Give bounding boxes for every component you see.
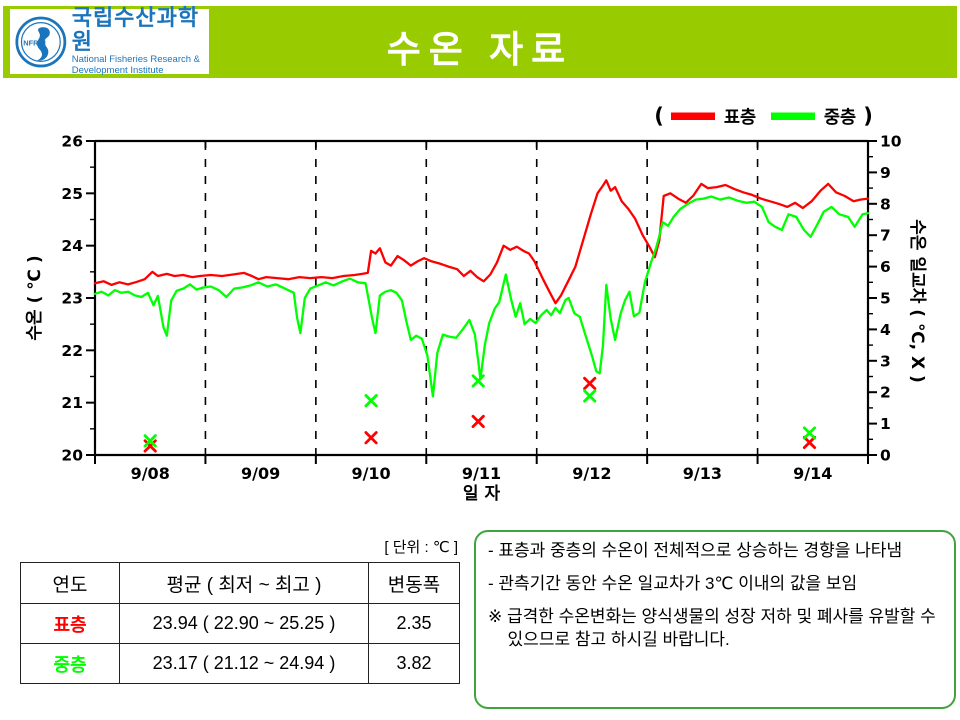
- surface-range-marker: [802, 435, 817, 450]
- middle-series-line: [93, 195, 870, 398]
- middle-range-marker: [143, 434, 157, 448]
- note-line-3: ※ 급격한 수온변화는 양식생물의 성장 저하 및 폐사를 유발할 수 있으므로…: [488, 606, 936, 649]
- table-row-middle-range: 3.82: [368, 643, 460, 684]
- institute-name-en-line1: National Fisheries Research &: [71, 53, 201, 65]
- institute-name-kr: 국립수산과학원: [71, 5, 200, 54]
- svg-text:20: 20: [61, 447, 83, 465]
- svg-text:9/08: 9/08: [131, 464, 170, 483]
- svg-text:21: 21: [61, 394, 83, 412]
- daily-range-markers: [143, 374, 817, 453]
- table-unit-label: [ 단위 : ℃ ]: [384, 539, 458, 556]
- institute-logo: NFRDI 국립수산과학원 National Fisheries Researc…: [10, 6, 209, 76]
- svg-text:26: 26: [61, 133, 83, 151]
- table-row-surface: 표층 23.94 ( 22.90 ~ 25.25 ) 2.35: [20, 603, 460, 644]
- surface-series-line: [93, 179, 870, 305]
- note-line-2: - 관측기간 동안 수온 일교차가 3℃ 이내의 값을 보임: [488, 573, 858, 593]
- table-row-surface-range: 2.35: [368, 603, 460, 644]
- stats-table: 연도 평균 ( 최저 ~ 최고 ) 변동폭 표층 23.94 ( 22.90 ~…: [20, 562, 460, 684]
- col-header-layer: 연도: [20, 562, 120, 604]
- svg-text:24: 24: [61, 237, 83, 255]
- col-header-fluctuation: 변동폭: [368, 562, 460, 604]
- svg-text:수온 일교차 ( ℃, X ): 수온 일교차 ( ℃, X ): [907, 219, 927, 382]
- svg-text:22: 22: [61, 342, 83, 360]
- svg-text:8: 8: [880, 195, 891, 213]
- svg-text:표층: 표층: [724, 108, 756, 128]
- svg-text:9/13: 9/13: [683, 464, 722, 483]
- header-banner: NFRDI 국립수산과학원 National Fisheries Researc…: [3, 6, 957, 78]
- middle-range-marker: [364, 394, 378, 408]
- surface-range-marker: [471, 414, 485, 429]
- svg-text:23: 23: [61, 290, 83, 308]
- institute-name-en-line2: Development Institute: [71, 64, 164, 76]
- series-lines: [93, 179, 870, 398]
- table-row-middle-stats: 23.17 ( 21.12 ~ 24.94 ): [119, 643, 369, 684]
- svg-text:2: 2: [880, 384, 891, 402]
- svg-text:4: 4: [880, 321, 891, 339]
- note-line-1: - 표층과 중층의 수온이 전체적으로 상승하는 경향을 나타냄: [488, 541, 903, 560]
- notes-box: - 표층과 중층의 수온이 전체적으로 상승하는 경향을 나타냄 - 관측기간 …: [474, 530, 956, 709]
- svg-text:일 자: 일 자: [463, 484, 501, 504]
- svg-text:0: 0: [880, 447, 891, 465]
- page-title: 수온 자료: [386, 29, 574, 70]
- svg-text:(: (: [654, 104, 664, 128]
- svg-text:중층: 중층: [824, 108, 856, 128]
- nfrdi-seal-icon: NFRDI: [15, 16, 67, 67]
- col-header-average: 평균 ( 최저 ~ 최고 ): [119, 562, 369, 604]
- surface-range-marker: [583, 376, 597, 391]
- table-row-middle: 중층 23.17 ( 21.12 ~ 24.94 ) 3.82: [20, 643, 460, 684]
- middle-range-marker: [802, 426, 817, 440]
- svg-text:9/11: 9/11: [462, 464, 501, 483]
- svg-text:수온 ( ℃ ): 수온 ( ℃ ): [25, 255, 45, 340]
- table-row-surface-name: 표층: [20, 603, 120, 644]
- svg-text:5: 5: [880, 290, 891, 308]
- table-row-middle-name: 중층: [20, 643, 120, 684]
- svg-text:): ): [863, 104, 873, 128]
- chart-legend: ( 표층 중층): [654, 104, 873, 128]
- svg-text:9/14: 9/14: [793, 464, 832, 483]
- table-header-row: 연도 평균 ( 최저 ~ 최고 ) 변동폭: [20, 562, 460, 604]
- axes: [86, 139, 877, 464]
- surface-range-marker: [364, 431, 378, 445]
- svg-text:1: 1: [880, 415, 891, 433]
- middle-range-marker: [471, 374, 485, 388]
- svg-text:3: 3: [880, 352, 891, 370]
- svg-text:7: 7: [880, 227, 891, 245]
- seahorse-icon: [37, 26, 50, 61]
- svg-text:9: 9: [880, 164, 891, 182]
- svg-text:10: 10: [880, 133, 902, 151]
- svg-text:9/10: 9/10: [351, 464, 390, 483]
- day-gridlines: [204, 142, 759, 454]
- svg-text:25: 25: [61, 185, 83, 203]
- middle-range-marker: [583, 389, 597, 403]
- svg-text:9/12: 9/12: [572, 464, 611, 483]
- institute-name-en: National Fisheries Research & Developmen…: [71, 53, 209, 77]
- seal-text: NFRDI: [23, 38, 46, 47]
- table-row-surface-stats: 23.94 ( 22.90 ~ 25.25 ): [119, 603, 369, 644]
- svg-text:6: 6: [880, 258, 891, 276]
- svg-text:9/09: 9/09: [241, 464, 280, 483]
- institute-name-block: 국립수산과학원 National Fisheries Research & De…: [72, 6, 209, 76]
